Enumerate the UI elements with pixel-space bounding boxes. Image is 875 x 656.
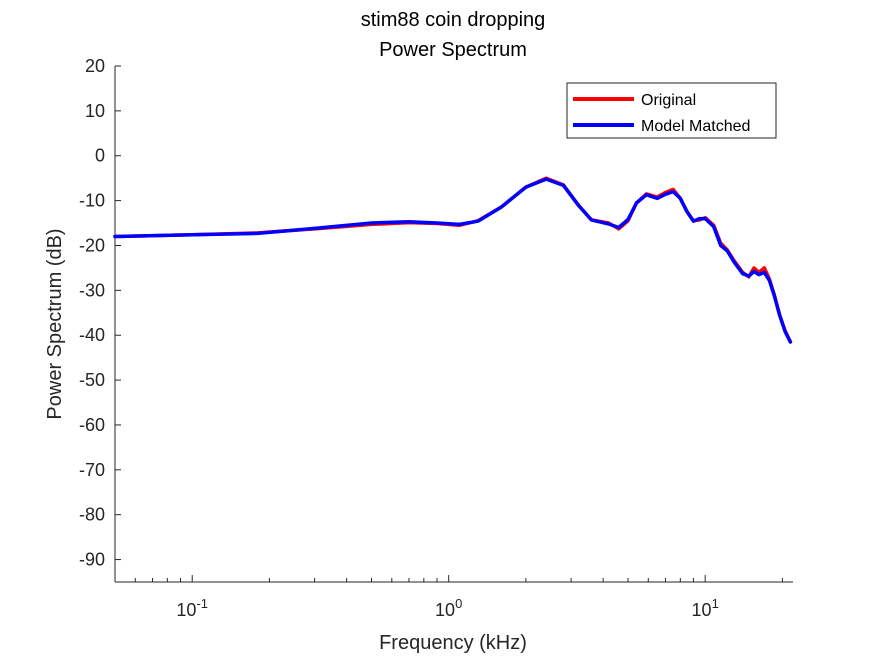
y-tick-label: -20 [79,235,105,255]
x-tick-label: 10-1 [176,596,208,620]
series-line-model-matched [113,177,793,344]
y-tick-label: 10 [85,101,105,121]
x-tick-base: 10 [176,600,196,620]
chart-subtitle: Power Spectrum [379,39,527,61]
x-tick-label: 101 [692,596,719,620]
x-tick-exponent: 0 [455,596,462,611]
y-axis-label: Power Spectrum (dB) [44,228,66,419]
x-tick-base: 10 [435,600,455,620]
y-tick-label: -80 [79,505,105,525]
legend-label-model-matched: Model Matched [641,118,750,135]
x-ticks: 10-1 100 101 [114,575,783,620]
y-tick-label: -30 [79,280,105,300]
x-tick-exponent: 1 [712,596,719,611]
legend: Original Model Matched [566,82,777,139]
chart-title: stim88 coin dropping [361,9,546,31]
y-tick-label: -70 [79,460,105,480]
series-line-original [113,176,793,344]
x-tick-label: 100 [435,596,462,620]
y-tick-label: -60 [79,415,105,435]
y-tick-label: -90 [79,550,105,570]
y-ticks: 20 10 0 -10 -20 -30 -40 -50 -60 -70 -80 -90 [79,56,121,570]
y-tick-label: 0 [95,146,105,166]
y-tick-label: -10 [79,191,105,211]
y-tick-label: 20 [85,56,105,76]
x-tick-base: 10 [692,600,712,620]
x-axis-label: Frequency (kHz) [379,632,527,654]
legend-label-original: Original [641,92,696,109]
x-tick-exponent: -1 [196,596,208,611]
legend-box [566,82,777,139]
y-tick-label: -50 [79,370,105,390]
series-layer [113,176,793,344]
y-tick-label: -40 [79,325,105,345]
